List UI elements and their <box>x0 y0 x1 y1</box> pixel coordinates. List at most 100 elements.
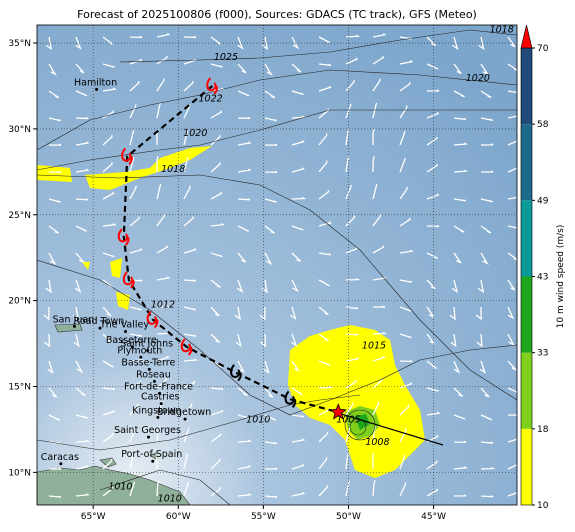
x-tick-label: 65°W <box>81 512 106 522</box>
wind-barb <box>183 380 196 389</box>
wind-barb <box>48 198 61 203</box>
wind-barb <box>48 225 59 234</box>
wind-barb <box>480 198 493 203</box>
wind-barb <box>345 426 351 443</box>
wind-barb <box>129 403 139 416</box>
wind-barb <box>507 115 517 119</box>
title: Forecast of 2025100806 (f000), Sources: … <box>77 8 477 21</box>
wind-barb <box>345 453 350 470</box>
wind-barb <box>291 36 300 50</box>
wind-barb <box>291 438 306 443</box>
wind-barb <box>507 279 516 291</box>
isobar-label: 1012 <box>151 300 175 311</box>
isobar-label: 1020 <box>183 128 207 139</box>
colorbar-tick-label: 70 <box>537 44 549 54</box>
wind-barb <box>73 333 80 348</box>
y-tick-label: 15°N <box>8 383 31 393</box>
cyclone-symbol <box>122 271 135 289</box>
wind-barb <box>426 333 435 345</box>
wind-barb <box>318 85 332 92</box>
wind-barb <box>372 355 386 362</box>
wind-barb <box>507 90 517 94</box>
wind-barb <box>345 103 352 119</box>
wind-barb <box>318 160 328 173</box>
place-marker <box>124 330 128 334</box>
wind-barb <box>372 155 375 173</box>
wind-barb <box>426 36 436 47</box>
wind-barb <box>291 90 304 96</box>
wind-barb <box>237 493 252 497</box>
place-label: Saint Johns <box>120 338 173 349</box>
wind-barb <box>345 184 352 200</box>
wind-barb <box>156 155 159 173</box>
wind-barb <box>507 252 517 261</box>
y-tick-label: 25°N <box>8 211 31 221</box>
wind-barb <box>210 333 221 343</box>
wind-barb <box>156 55 168 65</box>
wind-barb <box>129 81 140 92</box>
wind-barb <box>47 360 54 374</box>
wind-barb <box>480 467 496 470</box>
wind-barb <box>48 90 60 99</box>
wind-barb <box>260 333 267 348</box>
wind-barb <box>129 216 140 227</box>
place-label: Saint Georges <box>114 425 181 436</box>
wind-barb <box>210 162 221 173</box>
wind-barb <box>156 32 171 38</box>
wind-barb <box>318 63 332 67</box>
wind-barb <box>263 360 270 374</box>
wind-barb <box>264 441 278 445</box>
wind-barb <box>345 79 355 92</box>
place-label: Fort-de-France <box>124 381 193 392</box>
wind-barb <box>234 306 241 321</box>
wind-barb <box>480 225 492 234</box>
wind-barb <box>129 358 145 362</box>
wind-barb <box>237 252 247 263</box>
wind-barb <box>426 252 439 259</box>
wind-barb <box>210 135 221 146</box>
wind-barb <box>75 439 91 443</box>
wind-barb <box>453 466 468 470</box>
wind-barb <box>426 224 440 228</box>
wind-barb <box>102 387 116 391</box>
isobar-label: 1020 <box>466 73 490 84</box>
wind-barb <box>75 90 88 97</box>
wind-barb <box>45 279 52 294</box>
colorbar-tick-label: 10 <box>537 501 549 511</box>
wind-barb <box>480 414 493 421</box>
wind-barb <box>156 452 159 470</box>
wind-barb <box>183 306 196 311</box>
isobar-label: 1018 <box>161 164 185 175</box>
place-marker <box>151 459 155 463</box>
wind-barb <box>264 414 277 421</box>
wind-barb <box>237 198 251 201</box>
wind-barb <box>372 183 378 200</box>
wind-barb <box>237 225 250 232</box>
wind-barb <box>75 168 90 173</box>
wind-barb <box>48 252 57 266</box>
wind-barb <box>102 458 113 470</box>
wind-barb <box>75 465 90 470</box>
wind-barb <box>264 63 274 76</box>
x-tick-label: 50°W <box>336 512 361 522</box>
islands <box>54 323 159 468</box>
wind-barb <box>183 481 190 497</box>
wind-barb <box>507 225 517 229</box>
wind-barb <box>183 279 197 282</box>
cyclone-symbol <box>117 228 130 246</box>
wind-barb <box>237 360 246 374</box>
wind-barb <box>291 225 304 231</box>
isobar-label: 1010 <box>158 494 182 505</box>
place-marker <box>183 417 187 421</box>
cyclone-symbol <box>230 364 242 382</box>
x-tick-label: 55°W <box>251 512 276 522</box>
cyclone-symbol <box>284 390 297 409</box>
wind-barb <box>449 306 456 321</box>
wind-barb <box>453 63 462 75</box>
wind-barb <box>75 141 90 146</box>
wind-barb <box>291 196 307 200</box>
wind-barb <box>102 162 113 173</box>
wind-barb <box>345 306 359 310</box>
wind-barb <box>102 63 115 68</box>
wind-barb <box>183 403 193 416</box>
